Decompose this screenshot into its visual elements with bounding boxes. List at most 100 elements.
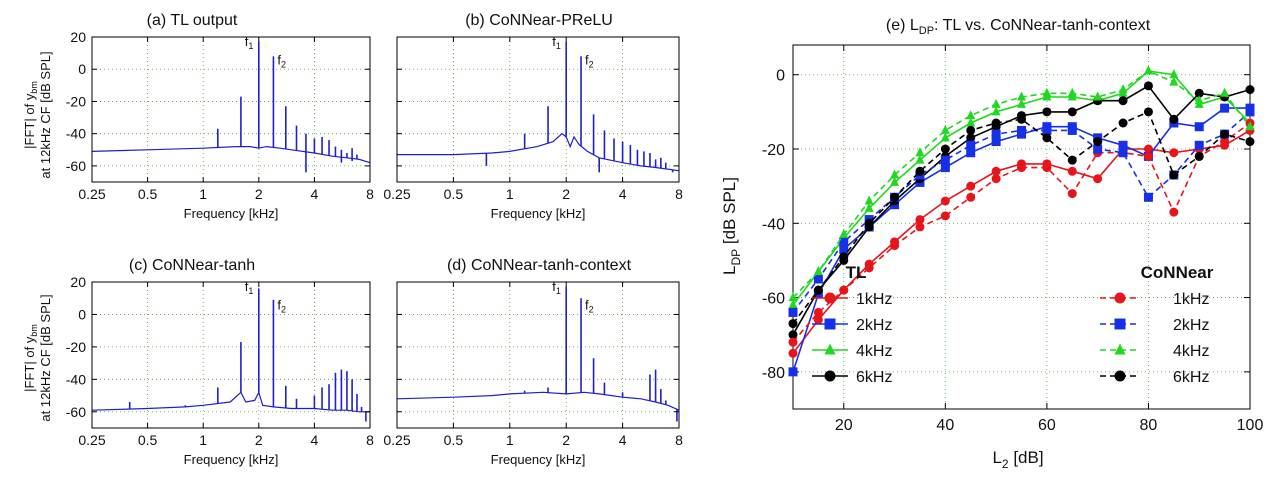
legend-label-cn-4khz: 4kHz (1173, 343, 1209, 360)
series-point-connear-1khz (1143, 151, 1153, 161)
series-point-connear-4khz (915, 147, 925, 157)
series-point-connear-2khz (1194, 140, 1204, 150)
series-point-connear-1khz (839, 285, 849, 295)
spectrum-ylabel-bottom: |FFT| of ybm at 12kHz CF [dB SPL] (22, 294, 53, 421)
y-tick-label: -40 (66, 126, 86, 142)
legend-marker-connear (1114, 318, 1126, 330)
x-tick-label: 40 (936, 417, 954, 434)
series-point-connear-6khz (864, 218, 874, 228)
series-point-connear-2khz (1067, 125, 1077, 135)
series-point-connear-6khz (890, 192, 900, 202)
annotation-f1: f1 (245, 279, 254, 296)
series-point-connear-6khz (1042, 133, 1052, 143)
series-point-connear-1khz (1042, 163, 1052, 173)
x-axis-label: Frequency [kHz] (491, 206, 586, 221)
series-point-connear-1khz (1169, 207, 1179, 217)
series-point-tl-2khz (839, 244, 849, 254)
x-tick-label: 2 (562, 186, 570, 202)
x-tick-label: 8 (675, 186, 683, 202)
y-tick-label: 20 (70, 274, 86, 290)
series-point-connear-4khz (864, 195, 874, 205)
series-point-connear-6khz (813, 285, 823, 295)
series-point-connear-2khz (813, 274, 823, 284)
annotation-f2: f2 (277, 52, 286, 69)
x-tick-label: 0.25 (383, 432, 410, 448)
series-point-connear-2khz (1017, 125, 1026, 135)
series-point-tl-2khz (1194, 122, 1204, 132)
series-point-connear-1khz (1067, 189, 1077, 199)
series-point-connear-6khz (991, 118, 1001, 128)
svg-text:at 12kHz CF [dB SPL]: at 12kHz CF [dB SPL] (38, 51, 53, 178)
series-point-tl-6khz (966, 133, 976, 143)
x-tick-label: 100 (1237, 417, 1264, 434)
series-point-tl-1khz (788, 348, 798, 358)
annotation-f2: f2 (585, 52, 594, 69)
x-tick-label: 0.25 (78, 186, 105, 202)
series-point-tl-2khz (788, 367, 798, 377)
y-tick-label: -20 (66, 93, 86, 109)
series-point-tl-4khz (915, 154, 925, 164)
series-point-connear-6khz (839, 252, 849, 262)
series-point-connear-4khz (788, 292, 798, 302)
legend-header-tl: TL (846, 263, 867, 282)
series-point-connear-2khz (1245, 107, 1255, 117)
legend-label-tl-1khz: 1kHz (856, 291, 892, 308)
series-point-connear-4khz (1017, 91, 1026, 101)
series-point-tl-1khz (915, 215, 925, 225)
x-tick-label: 4 (619, 432, 627, 448)
x-tick-label: 8 (366, 432, 374, 448)
x-tick-label: 4 (311, 186, 319, 202)
y-tick-label: 0 (776, 68, 785, 85)
series-point-connear-1khz (813, 307, 823, 317)
x-tick-label: 0.5 (138, 432, 158, 448)
panel-frame (91, 36, 371, 183)
panel-e-ylabel: LDP [dB SPL] (720, 177, 743, 275)
series-point-tl-1khz (991, 166, 1001, 176)
series-point-tl-4khz (788, 299, 798, 309)
series-point-tl-1khz (1067, 166, 1077, 176)
legend-label-tl-6khz: 6kHz (856, 369, 892, 386)
y-tick-label: -60 (66, 158, 86, 174)
x-tick-label: 0.5 (138, 186, 158, 202)
y-tick-label: -20 (762, 142, 785, 159)
x-tick-label: 2 (255, 186, 263, 202)
series-point-connear-1khz (966, 192, 976, 202)
series-point-connear-6khz (788, 319, 798, 329)
series-point-connear-2khz (991, 129, 1001, 139)
x-tick-label: 60 (1038, 417, 1056, 434)
legend-marker-tl (824, 370, 836, 382)
y-tick-label: 20 (70, 29, 86, 45)
series-point-tl-2khz (991, 137, 1001, 147)
series-point-tl-6khz (1042, 107, 1052, 117)
series-point-connear-1khz (1017, 163, 1026, 173)
legend-label-tl-4khz: 4kHz (856, 343, 892, 360)
series-point-connear-4khz (1194, 95, 1204, 105)
x-tick-label: 0.25 (78, 432, 105, 448)
series-point-tl-1khz (966, 181, 976, 191)
series-point-tl-2khz (1118, 140, 1128, 150)
series-point-connear-6khz (1194, 151, 1204, 161)
series-point-tl-6khz (788, 330, 798, 340)
legend-marker-tl (824, 318, 836, 330)
series-point-connear-4khz (839, 228, 849, 238)
series-point-tl-1khz (813, 315, 823, 325)
series-point-connear-6khz (1017, 114, 1026, 124)
x-tick-label: 8 (675, 432, 683, 448)
series-point-connear-2khz (839, 237, 849, 247)
series-point-tl-1khz (1093, 174, 1103, 184)
series-point-connear-4khz (1169, 76, 1179, 86)
series-point-connear-2khz (940, 155, 950, 165)
series-point-connear-4khz (1220, 87, 1230, 97)
annotation-f1: f1 (552, 279, 561, 296)
y-tick-label: -40 (66, 371, 86, 387)
series-point-connear-1khz (788, 337, 798, 347)
legend-label-tl-2khz: 2kHz (856, 317, 892, 334)
series-point-connear-6khz (915, 166, 925, 176)
series-point-connear-2khz (788, 307, 798, 317)
legend-marker-tl (824, 292, 836, 304)
series-point-connear-2khz (966, 140, 976, 150)
panel-a-title: (a) TL output (147, 12, 238, 29)
legend: TL CoNNear 1kHz 2kHz 4kHz 6kHz 1kHz 2kHz… (812, 263, 1214, 386)
series-point-connear-4khz (991, 98, 1001, 108)
